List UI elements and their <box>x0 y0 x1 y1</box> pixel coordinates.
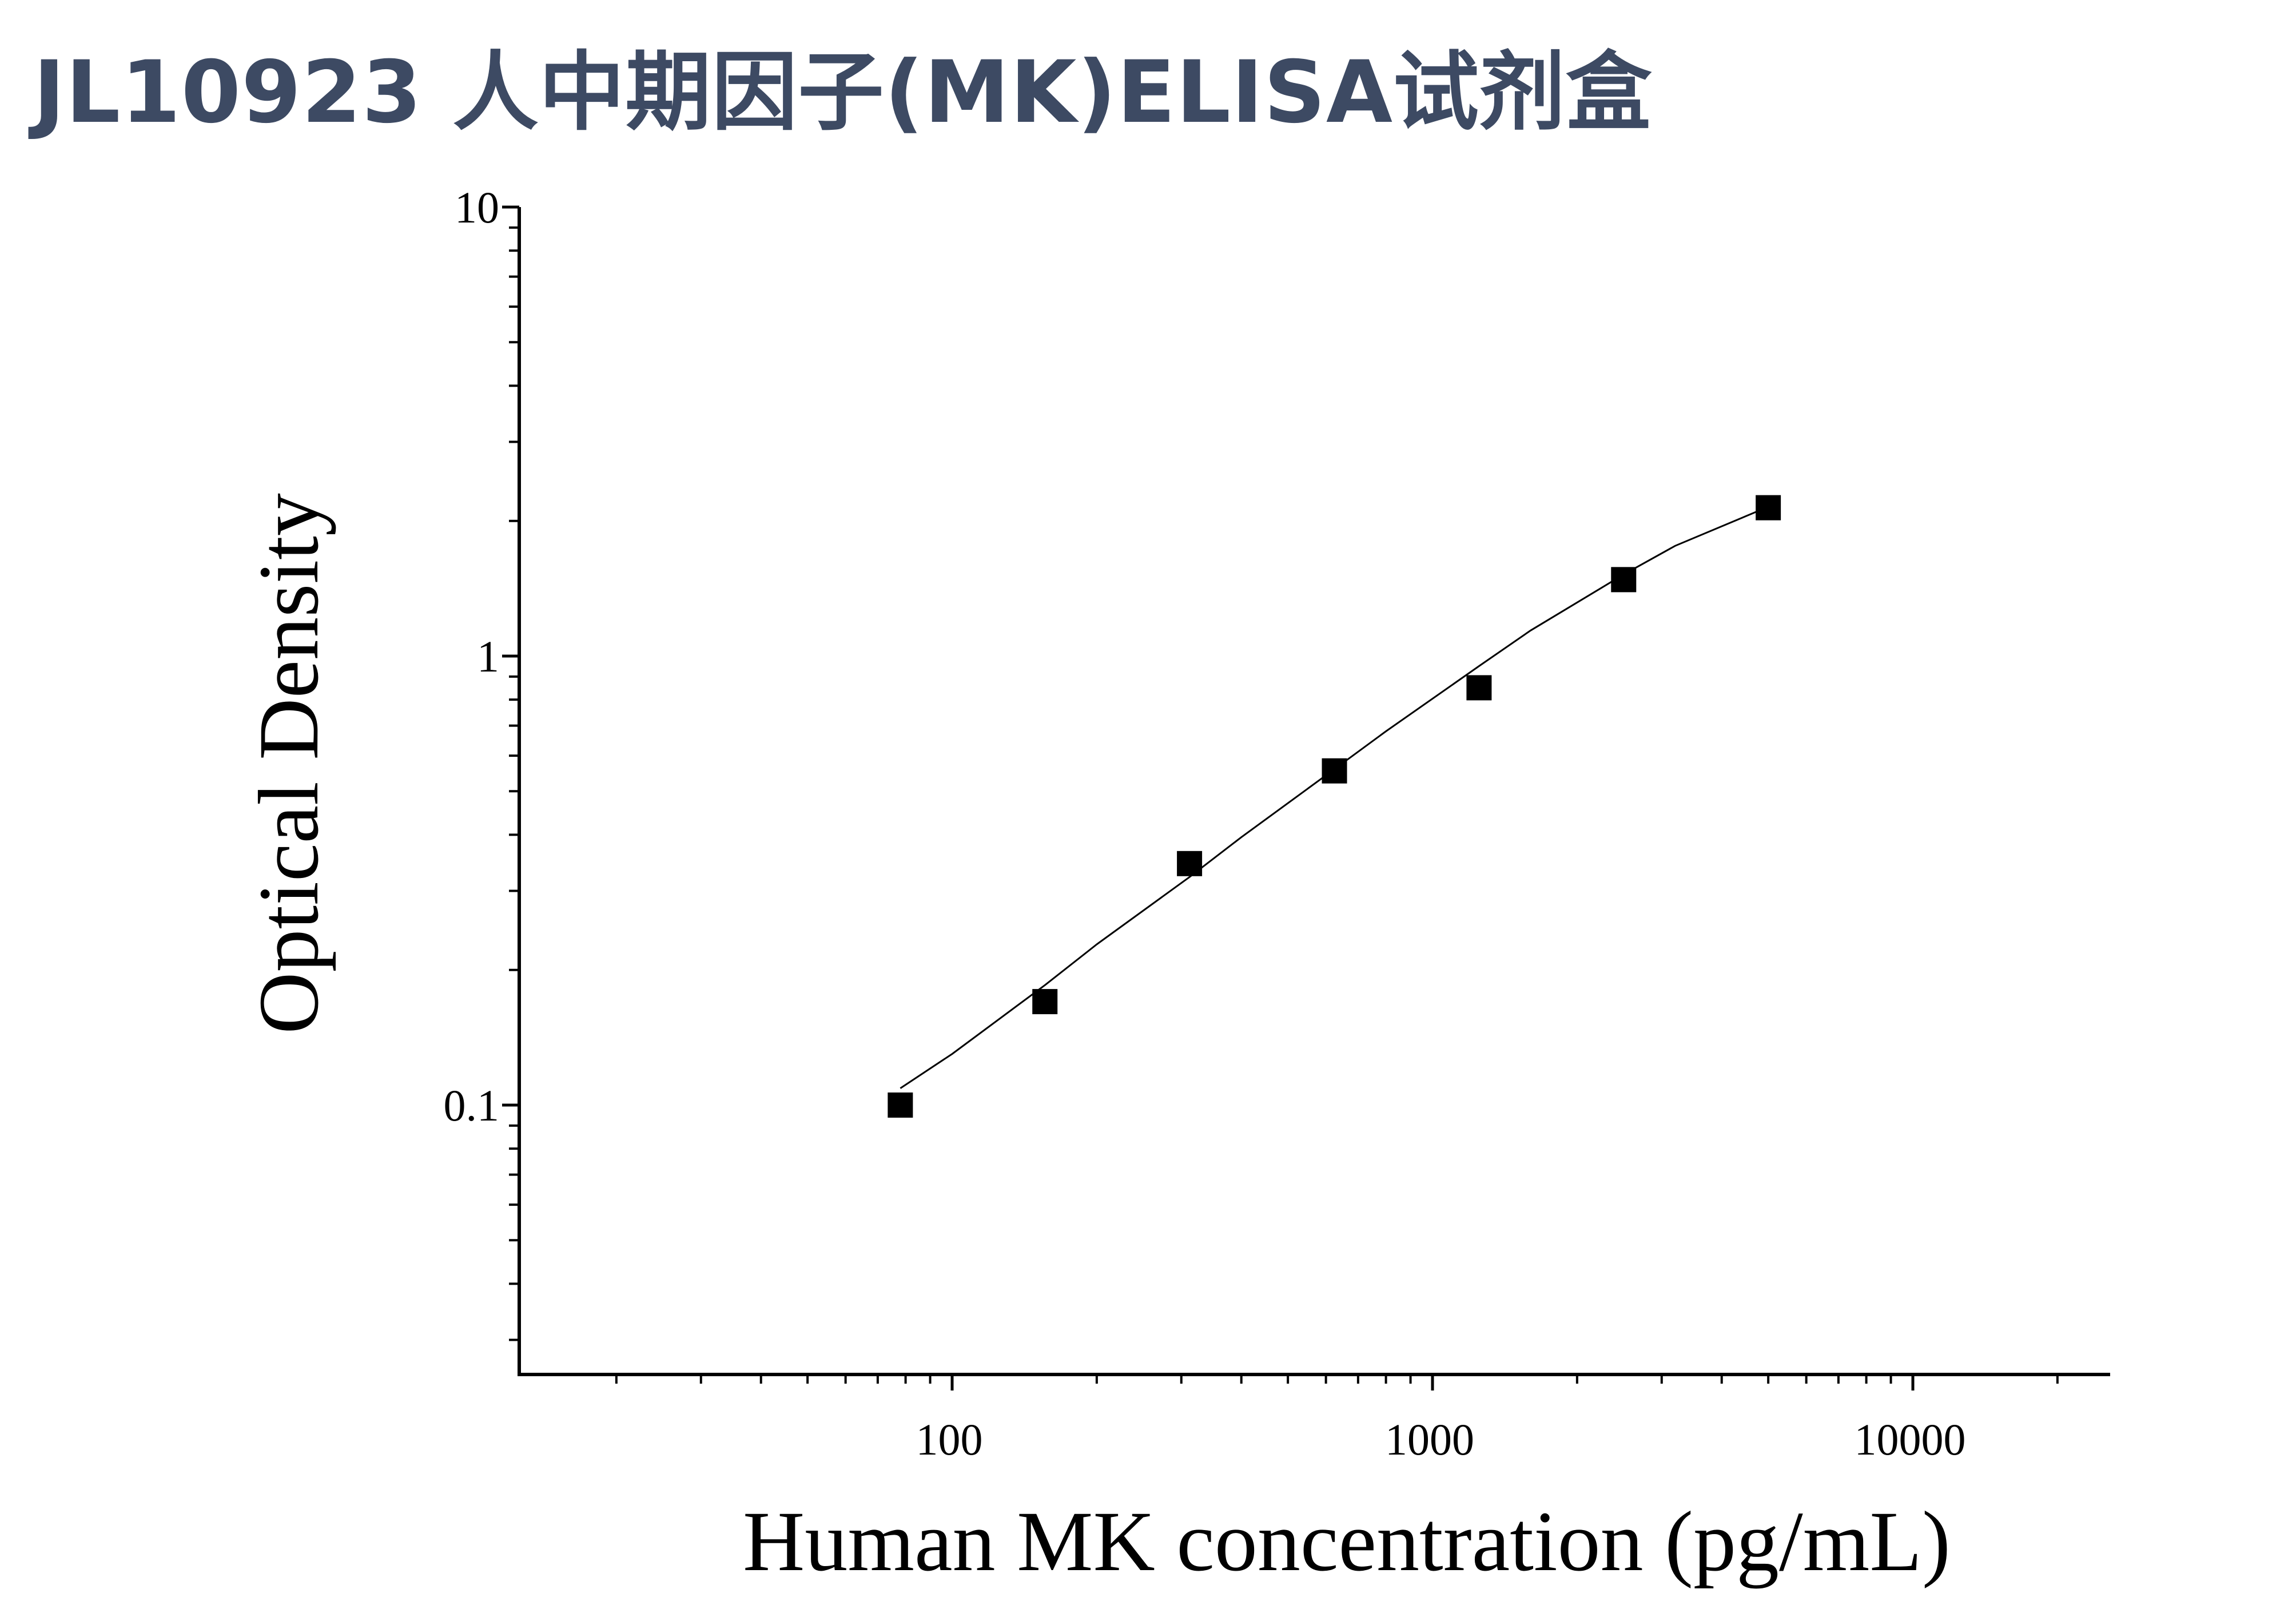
chart-title: JL10923 人中期因子(MK)ELISA试剂盒 <box>33 43 1653 142</box>
data-point <box>1177 851 1203 876</box>
data-point <box>1466 675 1492 701</box>
data-points <box>888 495 1781 1118</box>
y-tick-label: 10 <box>455 182 499 232</box>
data-point <box>1322 758 1347 784</box>
x-axis-label: Human MK concentration (pg/mL) <box>743 1494 1951 1589</box>
data-point <box>888 1092 913 1118</box>
x-tick-label: 1000 <box>1385 1415 1474 1464</box>
x-tick-label: 100 <box>916 1415 983 1464</box>
data-point <box>1032 989 1058 1015</box>
data-point <box>1611 567 1637 593</box>
major-ticks <box>502 205 1915 1391</box>
y-tick-label: 1 <box>477 631 499 681</box>
y-axis-label: Optical Density <box>241 493 336 1034</box>
tick-labels: 100 1000 10000 0.1 1 10 <box>444 182 1966 1464</box>
y-tick-label: 0.1 <box>444 1080 500 1130</box>
fit-curve-line <box>900 506 1769 1089</box>
x-tick-label: 10000 <box>1855 1415 1966 1464</box>
data-point <box>1756 495 1781 521</box>
